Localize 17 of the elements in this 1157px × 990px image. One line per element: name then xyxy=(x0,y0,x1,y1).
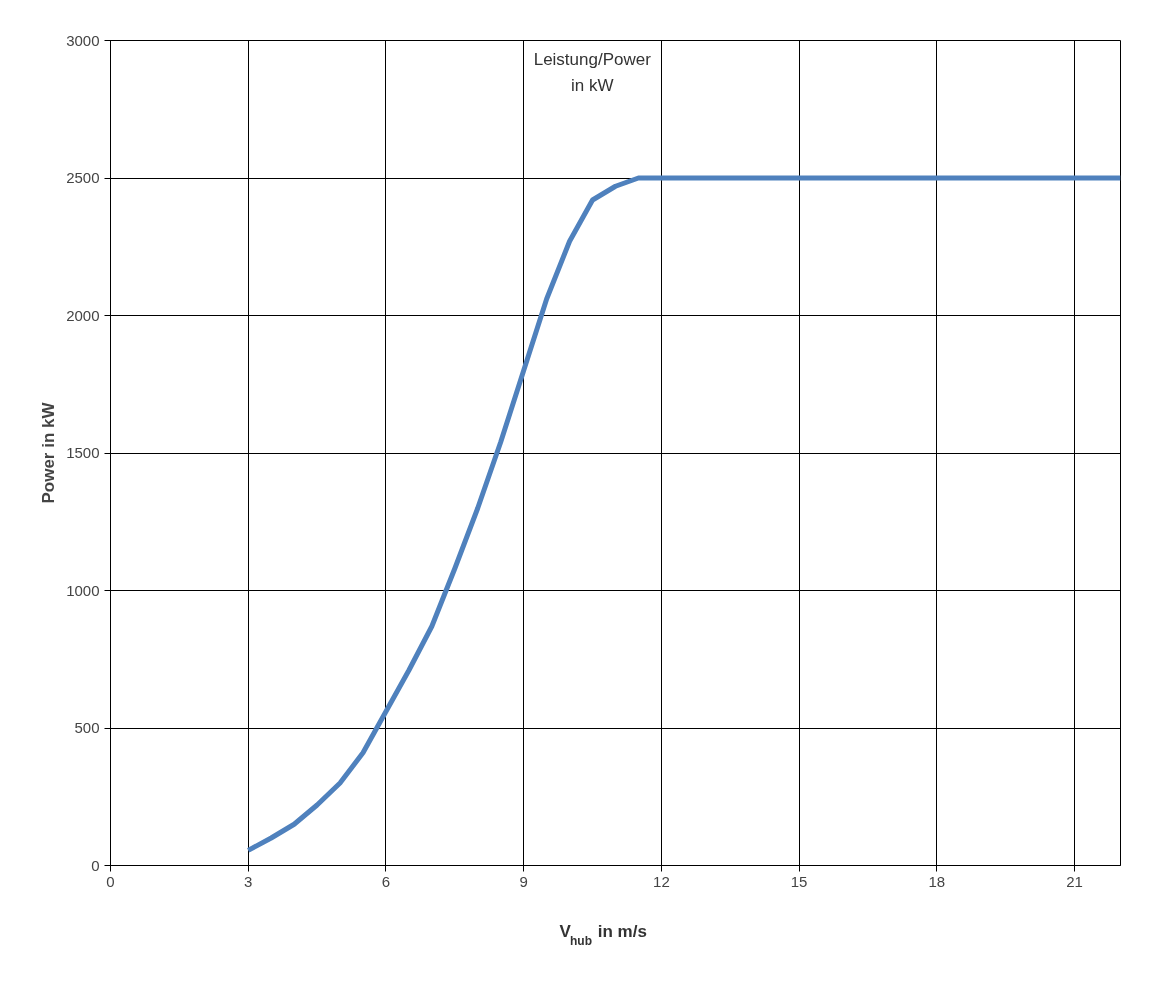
x-tick-label: 21 xyxy=(1066,872,1083,890)
y-axis-title: Power in kW xyxy=(39,401,59,504)
y-tick-label: 1000 xyxy=(66,581,100,599)
x-tick-label: 18 xyxy=(928,872,946,890)
y-tick-label: 0 xyxy=(91,856,100,874)
x-tick-label: 15 xyxy=(790,872,808,890)
x-tick-label: 3 xyxy=(244,872,253,890)
y-tick-label: 500 xyxy=(74,719,100,736)
x-tick-label: 0 xyxy=(106,872,115,890)
y-tick-label: 1500 xyxy=(66,444,100,461)
text: Leistung/Power in kW xyxy=(533,49,652,95)
y-tick-label: 3000 xyxy=(66,31,100,49)
y-tick-label: 2500 xyxy=(66,169,100,186)
x-tick-label: 9 xyxy=(519,872,528,890)
x-tick-label: 6 xyxy=(381,872,391,890)
x-tick-label: 12 xyxy=(653,872,670,890)
y-tick-label: 2000 xyxy=(66,306,100,324)
